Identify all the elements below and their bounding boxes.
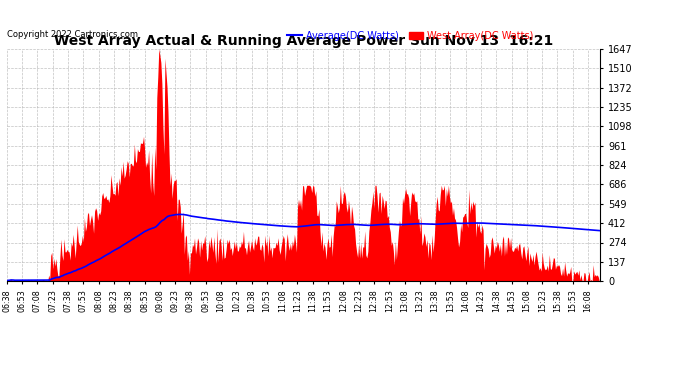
Legend: Average(DC Watts), West Array(DC Watts): Average(DC Watts), West Array(DC Watts): [284, 27, 538, 45]
Title: West Array Actual & Running Average Power Sun Nov 13  16:21: West Array Actual & Running Average Powe…: [54, 34, 553, 48]
Text: Copyright 2022 Cartronics.com: Copyright 2022 Cartronics.com: [7, 30, 138, 39]
